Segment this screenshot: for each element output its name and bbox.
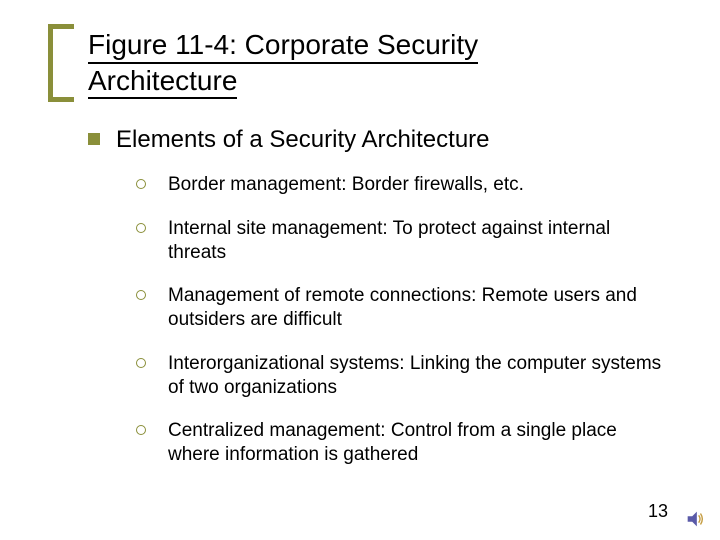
- level2-text: Management of remote connections: Remote…: [168, 284, 662, 332]
- level2-text: Internal site management: To protect aga…: [168, 217, 662, 265]
- list-item-level2: Management of remote connections: Remote…: [136, 284, 662, 332]
- content-area: Elements of a Security Architecture Bord…: [48, 125, 672, 467]
- page-number: 13: [648, 501, 668, 522]
- circle-bullet-icon: [136, 425, 146, 435]
- level2-text: Border management: Border firewalls, etc…: [168, 173, 524, 197]
- level2-text: Interorganizational systems: Linking the…: [168, 352, 662, 400]
- level2-list: Border management: Border firewalls, etc…: [88, 173, 662, 467]
- circle-bullet-icon: [136, 223, 146, 233]
- list-item-level2: Border management: Border firewalls, etc…: [136, 173, 662, 197]
- list-item-level1: Elements of a Security Architecture: [88, 125, 662, 155]
- list-item-level2: Interorganizational systems: Linking the…: [136, 352, 662, 400]
- square-bullet-icon: [88, 133, 100, 145]
- list-item-level2: Centralized management: Control from a s…: [136, 419, 662, 467]
- bracket-decoration: [48, 24, 74, 102]
- speaker-icon: [684, 508, 706, 530]
- list-item-level2: Internal site management: To protect aga…: [136, 217, 662, 265]
- title-container: Figure 11-4: Corporate Security Architec…: [48, 28, 672, 101]
- level1-text: Elements of a Security Architecture: [116, 125, 490, 155]
- slide: Figure 11-4: Corporate Security Architec…: [0, 0, 720, 540]
- slide-title: Figure 11-4: Corporate Security Architec…: [88, 28, 672, 101]
- level2-text: Centralized management: Control from a s…: [168, 419, 662, 467]
- circle-bullet-icon: [136, 358, 146, 368]
- circle-bullet-icon: [136, 179, 146, 189]
- title-line-1: Figure 11-4: Corporate Security: [88, 28, 478, 64]
- title-line-2: Architecture: [88, 64, 237, 100]
- circle-bullet-icon: [136, 290, 146, 300]
